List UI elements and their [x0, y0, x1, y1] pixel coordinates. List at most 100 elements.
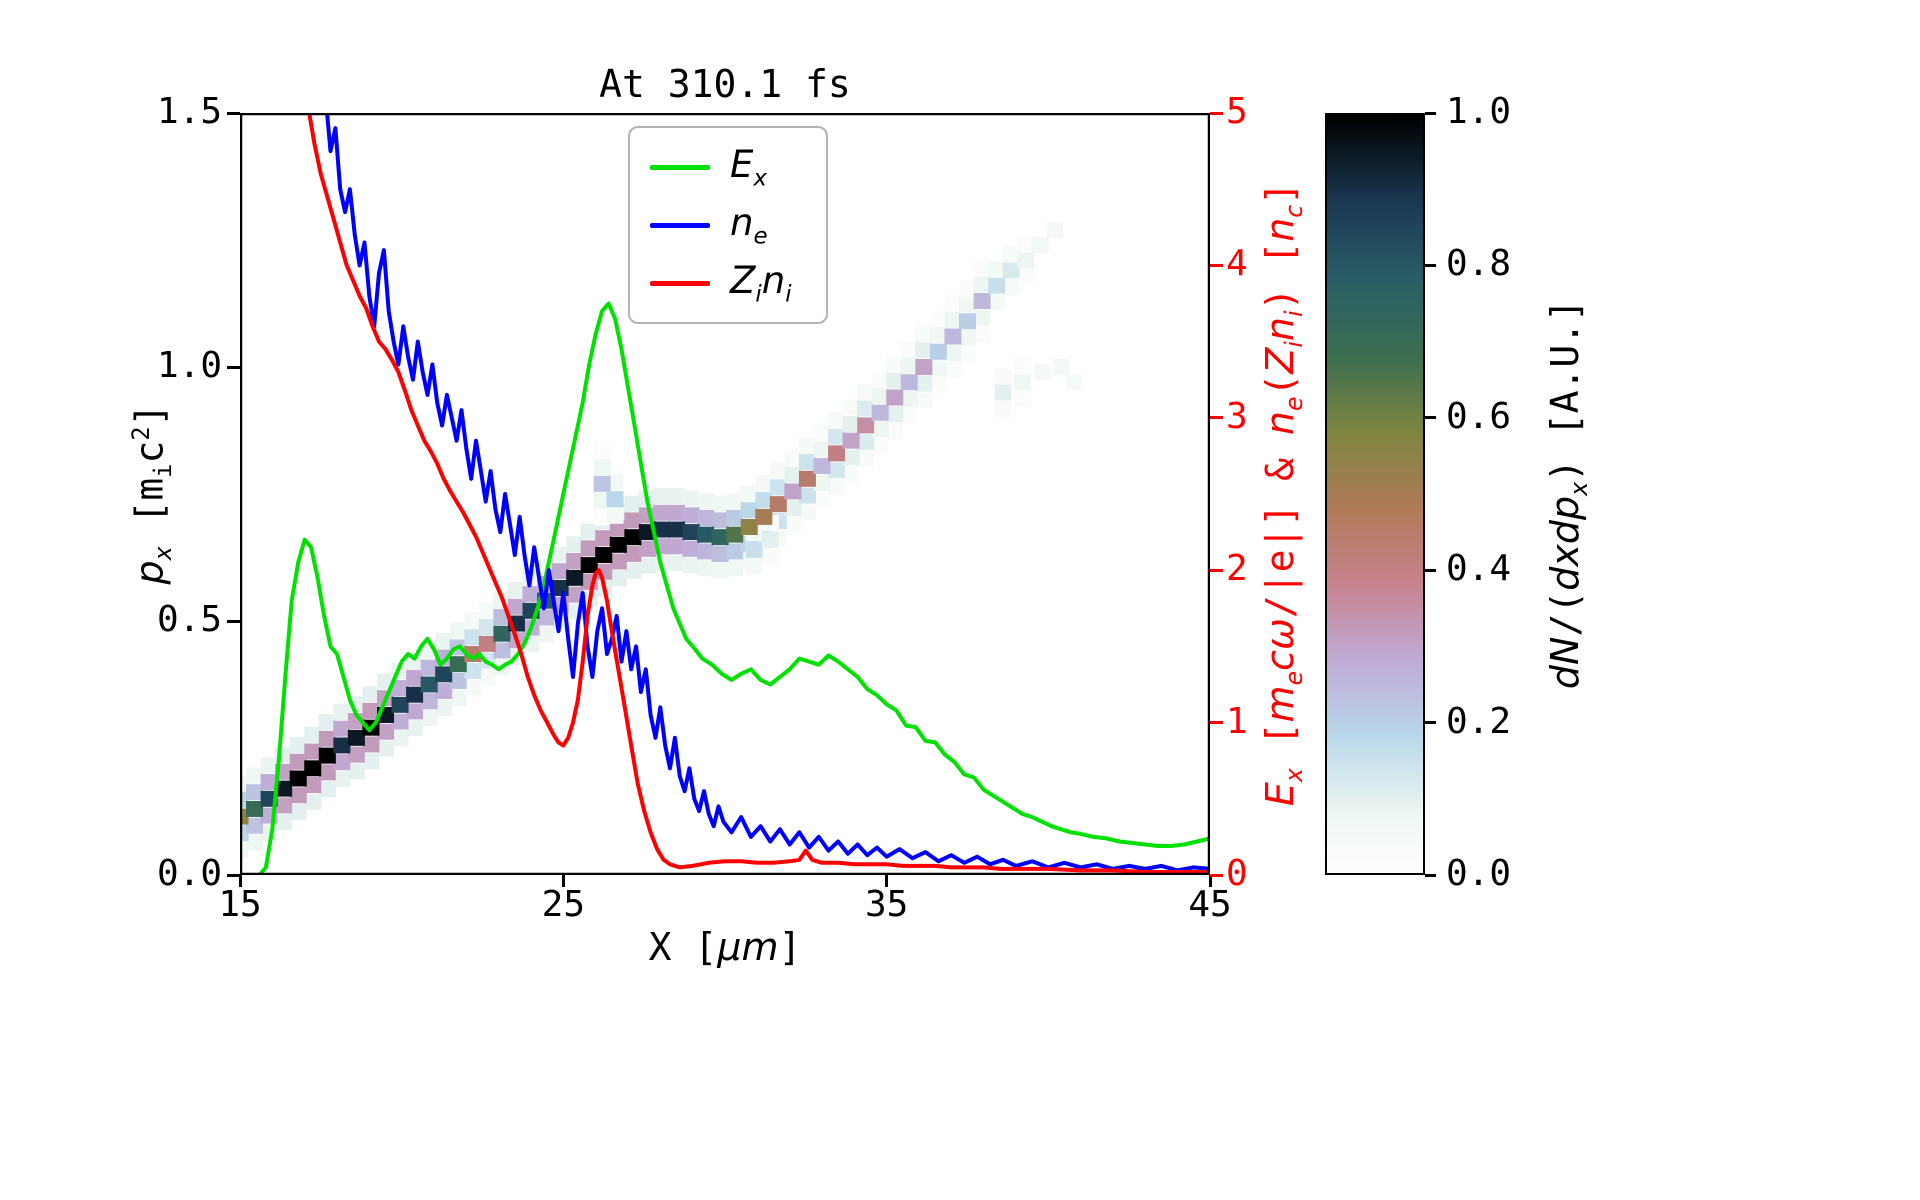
y-right-tick-mark	[1210, 873, 1223, 877]
label-segment: x	[753, 165, 767, 192]
y-left-tick-label: 0.5	[156, 599, 222, 640]
label-segment: c	[1279, 204, 1308, 218]
label-segment: ) [A.U.]	[1543, 298, 1588, 482]
y-right-tick-mark	[1210, 416, 1223, 420]
y-right-tick-label: 5	[1226, 91, 1248, 132]
label-segment: dxdp	[1543, 495, 1588, 591]
colorbar-label: dN/(dxdpx) [A.U.]	[1543, 299, 1593, 689]
x-axis-label: X [μm]	[240, 925, 1210, 969]
line-series-group	[240, 113, 1210, 875]
label-segment: Z	[1258, 347, 1303, 374]
y-right-tick-mark	[1210, 721, 1223, 725]
label-segment: /(	[1543, 590, 1588, 637]
y-right-tick-mark	[1210, 263, 1223, 267]
label-segment: n	[1258, 316, 1303, 342]
y-right-tick-label: 1	[1226, 700, 1248, 742]
label-segment: 2	[126, 426, 155, 441]
colorbar-tick-mark	[1425, 568, 1436, 572]
label-segment: ω	[1258, 618, 1303, 650]
legend-row: Zini	[650, 256, 792, 310]
legend: Ex ne Zini	[628, 126, 828, 324]
label-segment: i	[785, 281, 792, 308]
legend-label-ne: ne	[730, 201, 768, 249]
label-segment: i	[149, 463, 178, 478]
label-segment: ]	[778, 925, 802, 969]
colorbar-tick-label: 0.0	[1446, 853, 1512, 894]
y-axis-label-left: px [mic2]	[127, 404, 177, 585]
label-segment: m	[1258, 685, 1303, 723]
label-segment: n	[761, 258, 786, 302]
phase-space-heatmap	[240, 221, 1083, 859]
label-segment: [	[127, 500, 172, 547]
x-tick-label: 35	[864, 884, 909, 925]
label-segment: c	[127, 440, 172, 464]
label-segment: c	[1258, 650, 1303, 671]
y-right-tick-mark	[1210, 568, 1223, 572]
label-segment: p	[127, 560, 172, 585]
colorbar-tick-mark	[1425, 416, 1436, 420]
y-left-tick-mark	[227, 873, 240, 877]
y-left-tick-mark	[227, 365, 240, 369]
legend-label-Ex: Ex	[730, 143, 767, 191]
colorbar-tick-mark	[1425, 263, 1436, 267]
label-segment: X [	[648, 925, 718, 969]
chart-title: At 310.1 fs	[599, 62, 851, 106]
colorbar-tick-label: 0.4	[1446, 548, 1512, 590]
x-tick-mark	[238, 875, 242, 887]
legend-swatch-Ex	[650, 164, 710, 170]
y-axis-label-right: Ex [mecω/|e|] & ne(Zini) [nc]	[1258, 182, 1308, 806]
x-tick-mark	[885, 875, 889, 887]
label-segment: μm	[717, 925, 779, 969]
y-left-tick-mark	[227, 111, 240, 115]
y-right-tick-label: 4	[1226, 243, 1248, 285]
colorbar-tick-mark	[1425, 721, 1436, 725]
x-tick-label: 25	[541, 884, 586, 925]
y-right-tick-label: 0	[1226, 853, 1248, 894]
colorbar-tick-label: 0.6	[1446, 395, 1512, 437]
x-tick-mark	[1208, 875, 1212, 887]
y-right-tick-mark	[1210, 111, 1223, 115]
y-right-tick-label: 2	[1226, 548, 1248, 590]
label-segment: n	[730, 200, 754, 244]
label-segment: e	[1279, 396, 1308, 412]
y-right-tick-label: 3	[1226, 395, 1248, 437]
label-segment: /|e|] &	[1258, 435, 1303, 619]
legend-row: Ex	[650, 140, 792, 194]
colorbar-tick-label: 1.0	[1446, 91, 1512, 132]
colorbar	[1325, 113, 1425, 875]
label-segment: (	[1258, 373, 1303, 397]
label-segment: Z	[730, 258, 756, 302]
colorbar-tick-mark	[1425, 873, 1436, 877]
legend-row: ne	[650, 198, 792, 252]
plot-canvas	[240, 113, 1210, 875]
series-line-ne	[325, 113, 1210, 873]
legend-label-Zini: Zini	[730, 259, 792, 307]
y-left-tick-mark	[227, 619, 240, 623]
y-left-tick-label: 1.5	[156, 91, 222, 132]
label-segment: dN	[1543, 636, 1588, 690]
label-segment: i	[1279, 341, 1308, 348]
y-left-tick-label: 0.0	[156, 853, 222, 894]
label-segment: i	[1279, 310, 1308, 317]
x-tick-label: 45	[1188, 884, 1232, 925]
legend-swatch-ne	[650, 222, 710, 228]
label-segment: x	[1564, 481, 1593, 496]
series-line-Ex	[240, 301, 1210, 875]
label-segment: n	[1258, 217, 1303, 242]
plot-frame	[240, 113, 1210, 875]
colorbar-tick-mark	[1425, 111, 1436, 115]
label-segment: e	[753, 223, 768, 250]
label-segment: ) [	[1258, 241, 1303, 311]
label-segment: i	[755, 281, 762, 308]
colorbar-tick-label: 0.8	[1446, 243, 1512, 285]
legend-swatch-Zini	[650, 280, 710, 286]
label-segment: x	[1279, 768, 1308, 783]
label-segment: e	[1279, 670, 1308, 686]
label-segment: E	[730, 142, 754, 186]
label-segment: E	[1258, 782, 1303, 807]
label-segment: x	[149, 546, 178, 561]
x-tick-label: 15	[218, 884, 262, 925]
label-segment: ]	[127, 403, 172, 427]
x-tick-mark	[561, 875, 565, 887]
